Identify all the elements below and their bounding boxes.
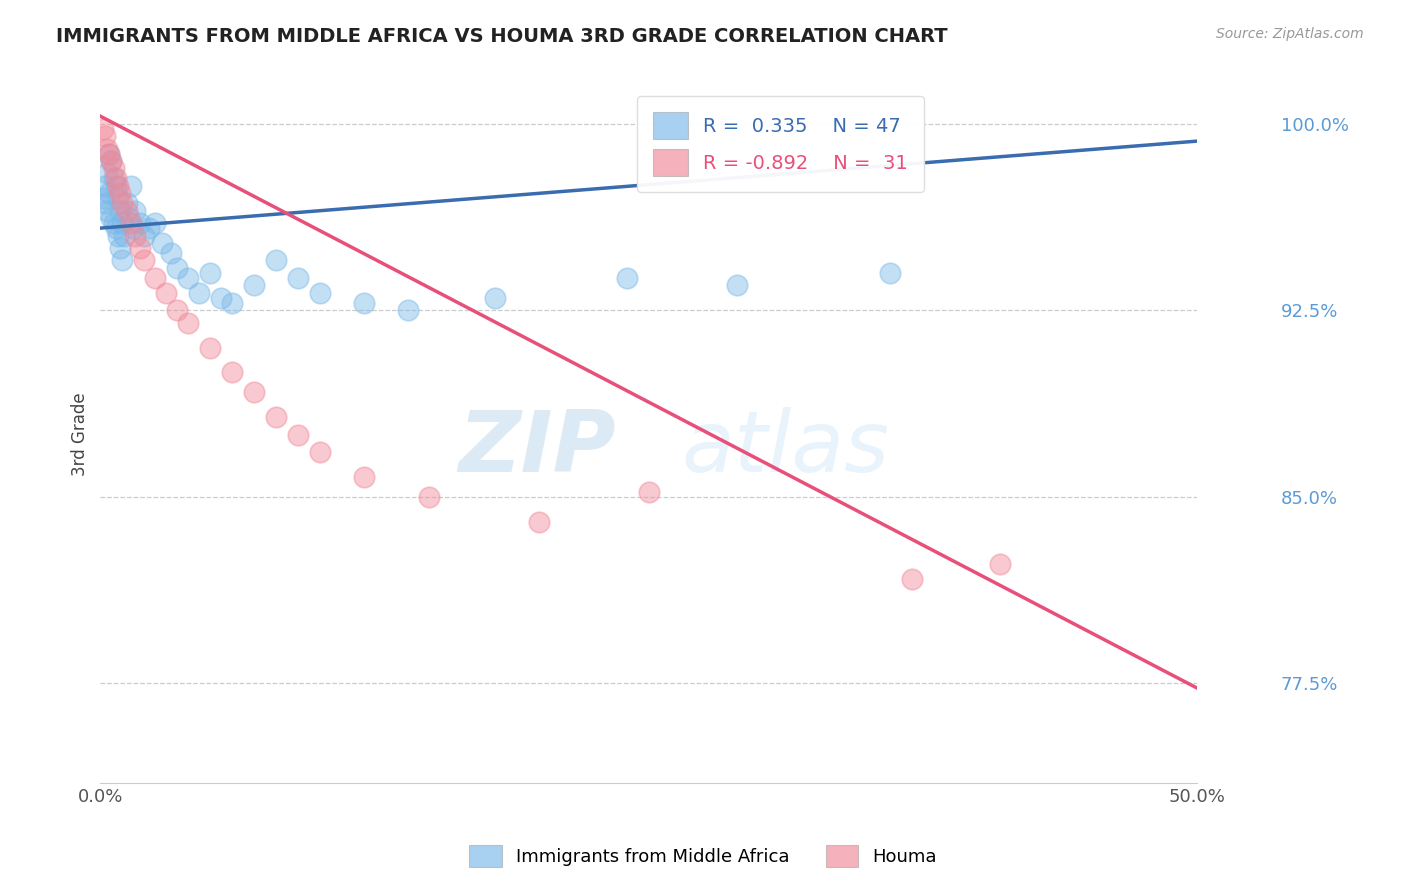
Point [418,490,440,504]
Point [308,445,330,459]
Point [108,203,131,218]
Point [124,203,146,218]
Point [243,278,266,293]
Point [93,196,115,211]
Point [111,253,134,268]
Point [103,161,125,176]
Point [104,178,127,193]
Point [108,241,131,255]
Point [529,515,551,529]
Point [100,153,122,168]
Point [98,186,121,201]
Point [111,196,134,211]
Legend: R =  0.335    N = 47, R = -0.892    N =  31: R = 0.335 N = 47, R = -0.892 N = 31 [637,96,924,192]
Point [725,278,748,293]
Point [93,129,115,144]
Point [308,285,330,300]
Point [396,303,419,318]
Point [111,216,134,230]
Point [104,221,127,235]
Point [91,191,114,205]
Point [353,470,375,484]
Point [143,271,166,285]
Point [143,216,166,230]
Point [638,484,661,499]
Point [115,203,138,218]
Y-axis label: 3rd Grade: 3rd Grade [72,392,89,476]
Text: atlas: atlas [682,407,890,490]
Point [114,228,136,243]
Point [177,271,200,285]
Point [96,203,118,218]
Point [124,228,146,243]
Point [107,178,129,193]
Point [120,178,142,193]
Point [107,228,129,243]
Point [100,153,122,168]
Point [353,295,375,310]
Point [103,171,125,186]
Point [96,166,118,180]
Point [128,241,150,255]
Point [879,266,901,280]
Point [98,146,121,161]
Point [287,271,309,285]
Point [221,295,243,310]
Point [93,178,115,193]
Text: ZIP: ZIP [458,407,616,490]
Point [134,228,156,243]
Point [221,365,243,379]
Point [177,316,200,330]
Point [122,221,145,235]
Point [264,410,287,425]
Point [115,196,138,211]
Point [96,142,118,156]
Point [107,191,129,205]
Point [104,171,127,186]
Point [209,291,232,305]
Point [616,271,638,285]
Point [98,146,121,161]
Point [166,303,188,318]
Point [103,216,125,230]
Point [166,260,188,275]
Text: IMMIGRANTS FROM MIDDLE AFRICA VS HOUMA 3RD GRADE CORRELATION CHART: IMMIGRANTS FROM MIDDLE AFRICA VS HOUMA 3… [56,27,948,45]
Point [901,572,924,586]
Legend: Immigrants from Middle Africa, Houma: Immigrants from Middle Africa, Houma [461,838,945,874]
Point [134,253,156,268]
Point [243,385,266,400]
Point [287,427,309,442]
Point [155,285,177,300]
Point [128,216,150,230]
Point [198,341,221,355]
Point [484,291,506,305]
Text: Source: ZipAtlas.com: Source: ZipAtlas.com [1216,27,1364,41]
Point [264,253,287,268]
Point [138,221,160,235]
Point [159,246,181,260]
Point [988,557,1011,571]
Point [198,266,221,280]
Point [150,235,173,250]
Point [188,285,211,300]
Point [91,121,114,136]
Point [100,211,122,226]
Point [118,211,141,226]
Point [108,186,131,201]
Point [120,216,142,230]
